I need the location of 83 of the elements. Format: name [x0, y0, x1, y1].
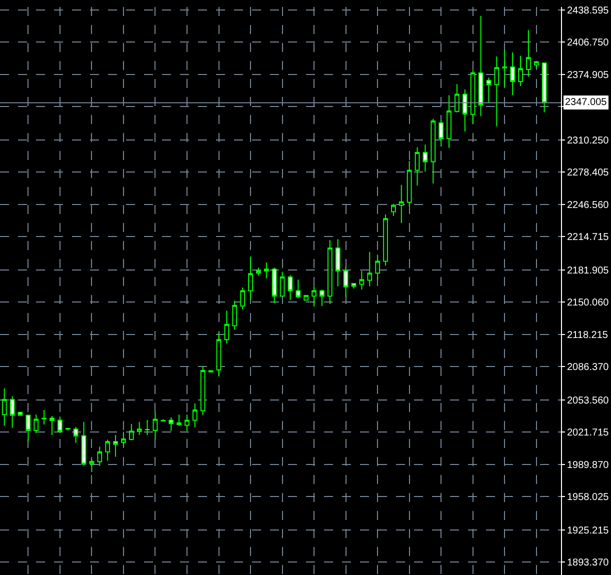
- candlestick: [168, 416, 174, 432]
- y-tick-label: 1958.025: [567, 492, 610, 504]
- candlestick: [34, 414, 39, 434]
- candlestick: [406, 160, 412, 207]
- candlestick: [256, 267, 261, 276]
- y-tick-label: 1893.370: [567, 558, 610, 569]
- y-tick-label: 2150.060: [567, 298, 610, 309]
- y-tick-label: 2053.560: [567, 395, 610, 406]
- candlestick: [73, 426, 78, 444]
- candlestick: [105, 439, 110, 462]
- candlestick: [152, 412, 158, 440]
- candlestick: [327, 240, 332, 304]
- candlestick: [26, 414, 31, 442]
- candlestick: [136, 421, 142, 436]
- candlestick: [422, 144, 428, 172]
- y-tick-label: 2310.250: [567, 135, 610, 146]
- candlestick: [518, 55, 523, 86]
- candlestick: [542, 62, 547, 113]
- candlestick: [50, 415, 54, 436]
- candlestick: [208, 370, 214, 374]
- candlestick: [502, 49, 508, 88]
- candlestick: [272, 267, 277, 304]
- y-tick-label: 2374.905: [567, 70, 610, 81]
- candlestick: [81, 421, 86, 466]
- candlestick: [343, 266, 348, 298]
- candlestick: [526, 29, 531, 78]
- y-tick-label: 2118.215: [567, 330, 608, 341]
- candlestick: [89, 458, 94, 472]
- candlestick: [224, 310, 230, 344]
- y-tick-label: 2438.595: [567, 5, 610, 16]
- candlestick: [312, 286, 316, 308]
- y-tick-label: 2086.370: [567, 362, 610, 374]
- y-tick-label: 2021.715: [567, 428, 610, 439]
- candlestick: [264, 262, 269, 279]
- candlestick: [430, 118, 436, 184]
- y-tick-label: 2278.405: [567, 168, 610, 179]
- candlestick: [216, 332, 222, 377]
- candlestick: [280, 271, 285, 297]
- candlestick: [160, 418, 166, 422]
- candlestick: [192, 402, 198, 428]
- candlestick: [391, 203, 396, 217]
- candlestick: [494, 56, 500, 127]
- candlestick: [42, 410, 47, 425]
- candlestick: [176, 414, 182, 426]
- candlestick: [486, 76, 492, 104]
- candlestick: [375, 254, 380, 281]
- y-tick-label: 2214.715: [567, 232, 610, 244]
- candlestick: [144, 419, 150, 436]
- candlestick: [398, 184, 404, 224]
- candlestick: [128, 423, 134, 441]
- ref-line-label: 2347.005: [565, 97, 608, 108]
- candlestick: [478, 15, 484, 117]
- candlestick: [446, 94, 452, 148]
- candlestick: [248, 256, 253, 301]
- y-tick-label: 2181.905: [567, 265, 610, 276]
- candlestick: [113, 434, 118, 458]
- y-tick-label: 2406.750: [567, 38, 610, 49]
- candlestick: [240, 287, 246, 310]
- candlestick: [10, 396, 15, 428]
- candlestick: [184, 414, 190, 432]
- y-tick-label: 1925.215: [567, 525, 610, 536]
- candlestick: [510, 52, 516, 96]
- candlestick: [462, 88, 468, 132]
- candlestick: [470, 70, 476, 125]
- candlestick: [367, 252, 372, 287]
- candlestick: [534, 61, 539, 69]
- candlestick: [58, 416, 62, 434]
- candlestick: [438, 120, 444, 148]
- candlestick: [97, 446, 102, 467]
- candlestick: [454, 84, 460, 113]
- candlestick: [304, 294, 309, 301]
- candlestick: [335, 238, 340, 287]
- candlestick: [288, 274, 293, 301]
- candlestick: [232, 300, 238, 330]
- candlestick: [121, 431, 126, 448]
- candlestick: [383, 214, 388, 266]
- y-tick-label: 2246.560: [567, 200, 610, 211]
- candlestick: [200, 366, 206, 416]
- candlestick: [414, 146, 420, 186]
- candlestick: [359, 270, 364, 290]
- y-tick-label: 1989.870: [567, 460, 610, 471]
- candlestick: [320, 288, 324, 306]
- candlestick: [296, 279, 301, 299]
